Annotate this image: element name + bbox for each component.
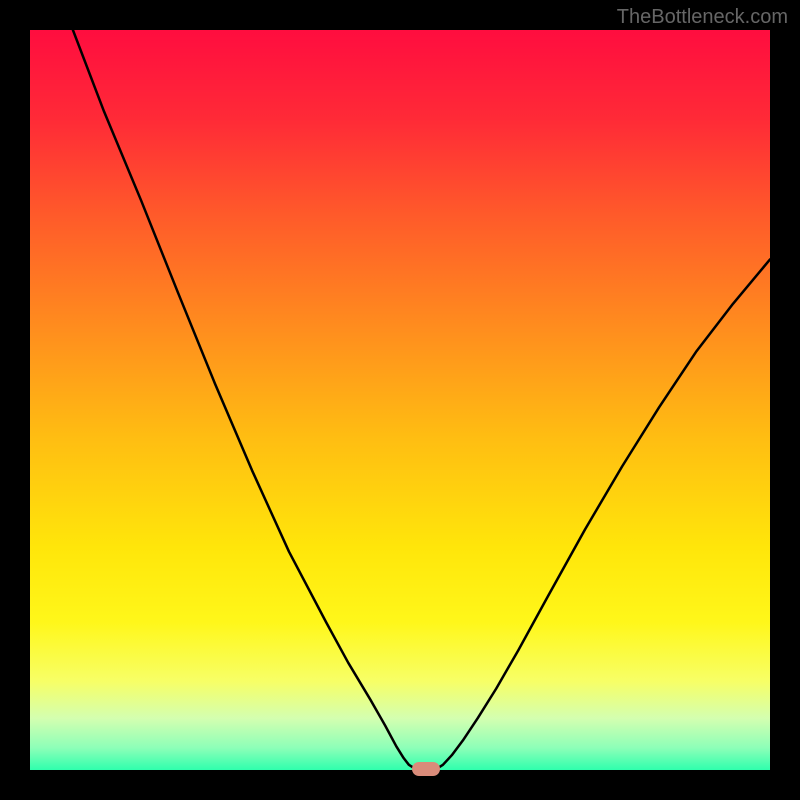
- gradient-background: [30, 30, 770, 770]
- bottleneck-chart: TheBottleneck.com: [0, 0, 800, 800]
- plot-area: [30, 30, 770, 770]
- optimum-marker: [412, 762, 440, 776]
- chart-svg: [30, 30, 770, 770]
- watermark-text: TheBottleneck.com: [617, 6, 788, 29]
